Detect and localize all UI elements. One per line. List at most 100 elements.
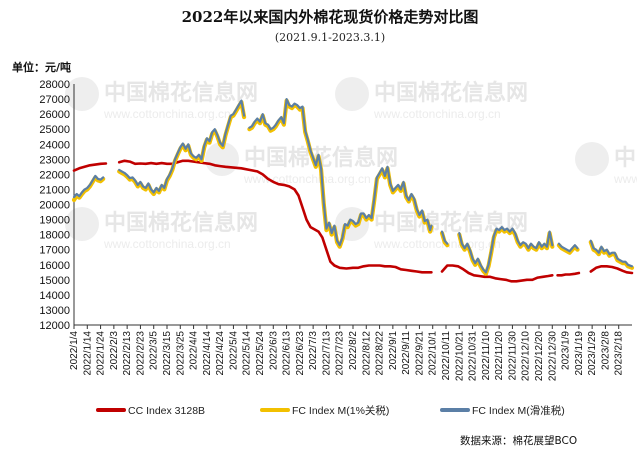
y-tick-label: 13000 [39,305,70,317]
x-tick-label: 2022/9/11 [401,331,412,375]
x-tick-label: 2022/11/20 [494,331,505,381]
x-tick-label: 2022/2/23 [135,331,146,376]
series-layer [71,98,635,283]
x-tick-label: 2022/1/4 [69,331,80,370]
watermark-url: www.cottonchina.org.cn [103,107,231,121]
x-tick-label: 2022/5/4 [228,331,239,370]
legend-label: FC Index M(1%关税) [292,404,389,417]
series-segment [440,264,554,283]
series-segment [556,271,581,277]
y-tick-label: 16000 [39,260,70,272]
x-tick-label: 2022/2/3 [109,331,120,370]
y-tick-label: 23000 [39,154,70,166]
chart-title: 2022年以来国内外棉花现货价格走势对比图 [182,8,479,26]
y-tick-label: 17000 [39,245,70,257]
series-segment [557,242,579,253]
watermark-text: 中国棉花信息网 [374,80,528,106]
y-tick-label: 15000 [39,275,70,287]
x-tick-label: 2022/3/15 [162,331,173,376]
x-tick-label: 2023/2/18 [614,331,625,376]
y-tick-label: 25000 [39,124,70,136]
series-segment [248,98,433,247]
x-tick-label: 2022/1/14 [82,331,93,376]
x-tick-label: 2022/10/21 [454,331,465,381]
watermark-url: www.cottonchina.org.cn [103,237,231,251]
x-tick-label: 2022/2/13 [122,331,133,376]
series-line-1 [72,159,634,283]
x-tick-label: 2022/5/14 [242,331,253,376]
x-tick-label: 2022/9/21 [414,331,425,376]
y-tick-label: 28000 [39,79,70,91]
x-tick-label: 2022/5/24 [255,331,266,376]
y-tick-label: 27000 [39,94,70,106]
legend-item: FC Index M(1%关税) [260,404,389,417]
watermark-url: www.cottonchina.org.cn [373,107,501,121]
x-tick-label: 2022/8/22 [375,331,386,376]
x-tick-label: 2022/10/31 [468,331,479,381]
x-tick-label: 2022/9/1 [388,331,399,370]
x-tick-label: 2022/11/30 [507,331,518,381]
y-axis: 12000 13000 14000 15000 16000 17000 18000 19000… [39,79,75,332]
x-tick-label: 2022/12/30 [547,331,558,381]
legend-label: FC Index M(滑准税) [472,404,565,417]
y-tick-label: 12000 [39,320,70,332]
y-axis-unit-label: 单位：元/吨 [12,60,71,74]
x-tick-label: 2022/10/1 [428,331,439,376]
y-tick-label: 24000 [39,139,70,151]
y-tick-label: 22000 [39,169,70,181]
x-tick-label: 2022/7/3 [308,331,319,370]
x-tick-label: 2023/1/9 [561,331,572,370]
x-tick-label: 2022/7/13 [321,331,332,376]
x-axis: 2022/1/4 2022/1/14 2022/1/24 2022/2/3 2022/2… [69,324,632,381]
y-tick-label: 20000 [39,200,70,212]
x-tick-label: 2023/1/19 [574,331,585,376]
x-tick-label: 2022/6/3 [268,331,279,370]
x-tick-label: 2022/11/10 [481,331,492,381]
series-segment [589,239,634,268]
series-segment [72,174,105,199]
x-tick-label: 2022/12/20 [534,331,545,381]
watermark-logo-icon [65,207,99,241]
x-tick-label: 2022/6/13 [282,331,293,376]
legend-item: CC Index 3128B [96,405,205,417]
y-tick-label: 14000 [39,290,70,302]
x-tick-label: 2022/8/2 [348,331,359,370]
watermark-logo-icon [335,77,369,111]
series-segment [118,99,246,194]
x-tick-label: 2022/7/23 [335,331,346,376]
x-tick-label: 2022/4/4 [189,331,200,370]
series-line-3 [72,98,634,274]
watermark-text: 中国棉花信息网 [104,80,258,106]
x-tick-label: 2022/1/24 [96,331,107,376]
chart-subtitle: (2021.9.1-2023.3.1) [275,31,385,44]
data-source-note: 数据来源：棉花展望BCO [460,434,577,447]
series-segment [589,265,634,275]
x-tick-label: 2022/3/25 [175,331,186,376]
watermark-url: www.cottonchina.org.cn [613,172,637,186]
x-tick-label: 2023/1/29 [587,331,598,376]
x-tick-label: 2022/10/11 [441,331,452,381]
x-tick-label: 2022/8/12 [361,331,372,376]
series-segment [72,162,108,172]
x-tick-label: 2023/2/8 [600,331,611,370]
y-tick-label: 18000 [39,230,70,242]
watermark-logo-icon [65,77,99,111]
series-segment [458,226,554,274]
legend-label: CC Index 3128B [128,405,205,417]
series-segment [588,240,635,270]
series-segment [117,159,433,274]
legend-item: FC Index M(滑准税) [440,404,565,417]
x-tick-label: 2022/3/5 [149,331,160,370]
series-segment [440,230,449,245]
legend: CC Index 3128B FC Index M(1%关税) FC Index M… [96,404,565,417]
x-tick-label: 2022/6/23 [295,331,306,376]
y-tick-label: 26000 [39,109,70,121]
watermark-text: 中国棉花信息网 [614,145,637,171]
x-tick-label: 2022/12/10 [521,331,532,381]
